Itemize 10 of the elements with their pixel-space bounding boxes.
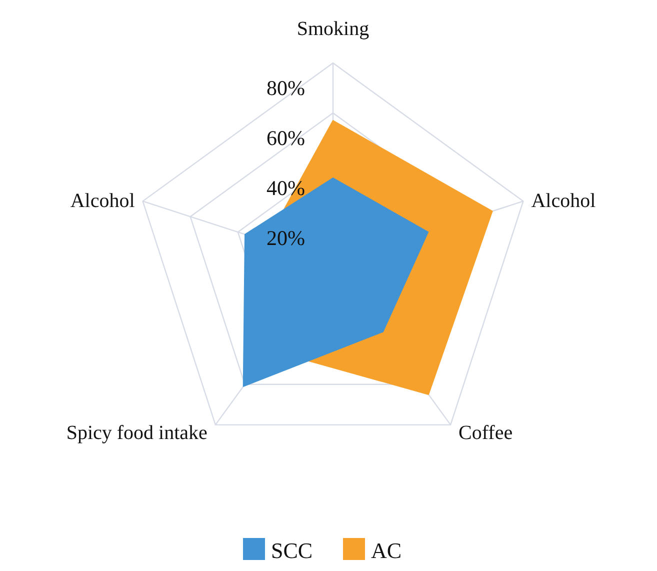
spoke-label: Smoking [296,18,370,40]
spoke-label: Alcohol [70,190,136,212]
spoke-label: Spicy food intake [66,422,208,444]
legend-label: AC [371,538,402,563]
y-tick-label: 60% [266,126,305,150]
y-tick-label: 80% [266,76,305,100]
legend-label: SCC [271,538,313,563]
y-tick-label: 20% [266,226,305,250]
spoke-label: Alcohol [531,190,596,212]
spoke-label: Coffee [458,422,513,444]
